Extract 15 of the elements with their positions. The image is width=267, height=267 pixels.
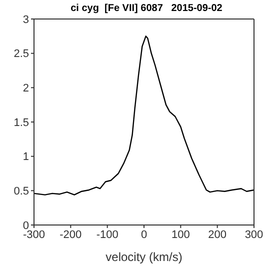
y-tick-label: 2 (22, 82, 29, 95)
y-tick-label: 0.5 (14, 186, 29, 198)
x-tick-label: 200 (208, 228, 227, 241)
y-tick-label: 1.5 (14, 116, 29, 129)
chart-title: ci cyg [Fe VII] 6087 2015-09-02 (70, 3, 224, 14)
x-axis-title: velocity (km/s) (106, 250, 182, 264)
x-tick-label: -200 (60, 228, 82, 241)
x-tick-label: 300 (244, 228, 264, 241)
y-tick-label: 3 (22, 14, 29, 26)
x-tick-label: -100 (96, 228, 118, 241)
x-tick-label: 0 (140, 228, 148, 241)
y-tick-label: 2.5 (14, 48, 29, 60)
y-tick-label: 1 (22, 151, 29, 164)
line-series (34, 36, 254, 196)
x-tick-label: 100 (171, 228, 190, 241)
